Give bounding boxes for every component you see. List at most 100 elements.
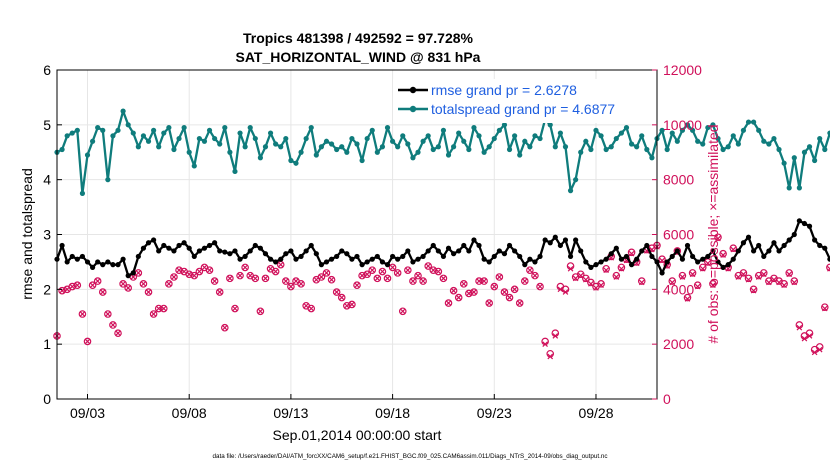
rmse-point [105,259,111,265]
obs-assimilated-point [755,274,762,280]
totalspread-point [679,127,686,133]
obs-possible-point [790,277,799,285]
totalspread-point [720,146,726,153]
obs-assimilated-point [257,308,264,315]
rmse-point [695,259,701,265]
obs-assimilated-point [201,264,208,271]
obs-possible-point [271,267,280,276]
rmse-point [100,262,106,268]
obs-possible-point [368,266,377,274]
obs-possible-point [149,310,158,318]
legend: rmse grand pr = 2.6278 totalspread grand… [393,79,653,123]
obs-assimilated-point [552,333,559,339]
obs-possible-point [515,299,524,307]
y-tick-label-right: 0 [663,391,671,407]
rmse-point [705,253,711,260]
rmse-point [527,256,533,262]
obs-assimilated-point [730,246,737,253]
rmse-point [603,256,609,262]
obs-assimilated-point [496,274,503,280]
y-tick-label-right: 10000 [663,117,702,133]
totalspread-point [89,138,96,144]
rmse-point [791,231,797,238]
obs-assimilated-point [237,272,243,279]
obs-assimilated-point [821,305,828,312]
obs-possible-point [597,280,605,288]
rmse-point [374,253,380,260]
obs-possible-point [617,263,626,272]
obs-possible-point [739,269,748,277]
rmse-point [440,253,447,260]
totalspread-point [517,152,523,158]
rmse-point [267,256,274,262]
obs-assimilated-point [796,324,803,331]
obs-possible-point [88,281,97,290]
totalspread-point [461,138,467,144]
rmse-point [588,264,594,270]
rmse-point [64,259,70,265]
totalspread-point [267,130,274,136]
rmse-point [445,245,452,251]
obs-assimilated-point [430,267,437,273]
obs-assimilated-point [69,283,76,290]
obs-assimilated-point [298,281,304,287]
rmse-point [389,253,396,260]
totalspread-point [628,141,635,147]
rmse-point [151,237,157,243]
totalspread-point [715,135,721,142]
obs-assimilated-point [369,267,376,273]
obs-possible-point [287,282,295,291]
rmse-point [735,248,741,254]
obs-assimilated-point [313,276,320,283]
obs-possible-point [520,277,529,285]
obs-assimilated-point [771,276,777,283]
totalspread-point [689,127,696,133]
totalspread-point [430,146,436,153]
obs-assimilated-point [181,268,187,275]
obs-possible-point [409,277,417,285]
rmse-point [425,248,431,254]
obs-possible-point [144,288,153,296]
totalspread-point [196,135,202,142]
obs-possible-point [98,288,107,296]
rmse-point [217,248,223,254]
obs-possible-point [485,299,494,307]
totalspread-point [649,155,655,161]
obs-assimilated-point [684,296,691,302]
obs-assimilated-point [760,271,767,278]
obs-assimilated-point [582,276,589,283]
obs-assimilated-point [679,274,686,280]
obs-assimilated-point [338,294,345,301]
rmse-point [140,245,147,251]
obs-assimilated-point [506,294,513,301]
totalspread-point [781,160,787,166]
totalspread-point [593,127,599,133]
obs-possible-point [785,269,794,277]
obs-possible-point [582,274,590,283]
obs-assimilated-point [776,279,782,286]
totalspread-point [583,138,589,144]
totalspread-point [318,144,325,150]
obs-assimilated-point [588,281,594,287]
obs-possible-point [444,299,453,307]
totalspread-point [451,144,457,150]
totalspread-point [288,157,294,164]
totalspread-point [608,144,614,150]
obs-possible-point [251,274,260,283]
obs-possible-point [210,277,219,285]
y-tick-label-right: 12000 [663,62,702,78]
obs-assimilated-point [344,302,350,309]
obs-possible-point [124,284,132,292]
rmse-point [120,256,126,262]
totalspread-point [84,152,91,158]
totalspread-point [161,130,167,136]
totalspread-point [725,144,731,150]
obs-possible-point [698,263,707,272]
x-tick-label: 09/13 [273,405,308,421]
rmse-point [618,256,625,262]
totalspread-point [405,141,411,147]
y-tick-label-right: 6000 [663,227,694,243]
obs-possible-point [744,274,753,283]
totalspread-point [283,135,289,142]
totalspread-point [79,190,86,196]
